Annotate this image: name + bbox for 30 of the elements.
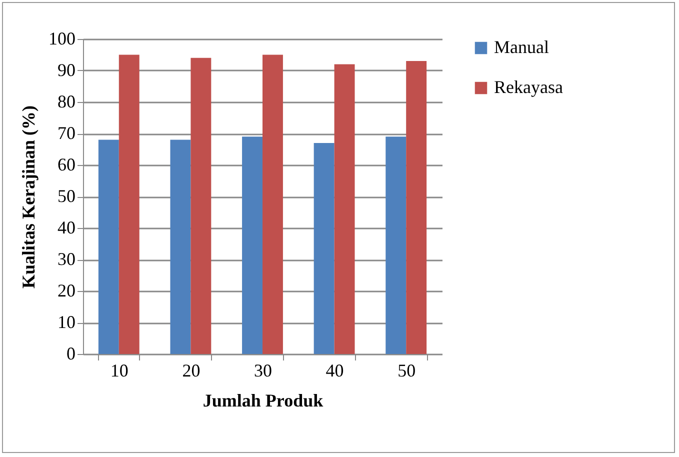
y-tick-label: 90	[58, 60, 76, 80]
y-tick-label: 0	[66, 344, 76, 364]
y-tick-label: 70	[58, 123, 76, 143]
x-tick-label: 20	[182, 360, 200, 380]
y-tick-label: 30	[58, 249, 76, 269]
x-axis-title: Jumlah Produk	[202, 390, 324, 410]
x-tick-label: 40	[326, 360, 344, 380]
legend-label: Manual	[494, 37, 549, 57]
y-tick-label: 40	[58, 218, 76, 238]
legend-label: Rekayasa	[494, 77, 563, 97]
y-tick-label: 50	[58, 186, 76, 206]
bar	[334, 64, 355, 354]
bar	[262, 54, 283, 354]
y-tick-label: 80	[58, 92, 76, 112]
y-axis-title: Kualitas Kerajinan (%)	[18, 105, 38, 288]
y-tick-label: 10	[58, 312, 76, 332]
x-tick-label: 50	[398, 360, 416, 380]
x-tick-label: 10	[110, 360, 128, 380]
x-tick-label: 30	[254, 360, 272, 380]
bar	[190, 58, 212, 354]
y-tick-label: 100	[48, 28, 76, 48]
y-tick-label: 60	[58, 154, 76, 174]
bar	[314, 142, 334, 354]
bar	[242, 136, 262, 354]
bar	[170, 140, 191, 354]
y-tick-label: 20	[58, 280, 76, 300]
bar	[98, 140, 119, 354]
bar	[406, 61, 427, 354]
bar	[386, 136, 406, 354]
bar	[118, 54, 140, 354]
